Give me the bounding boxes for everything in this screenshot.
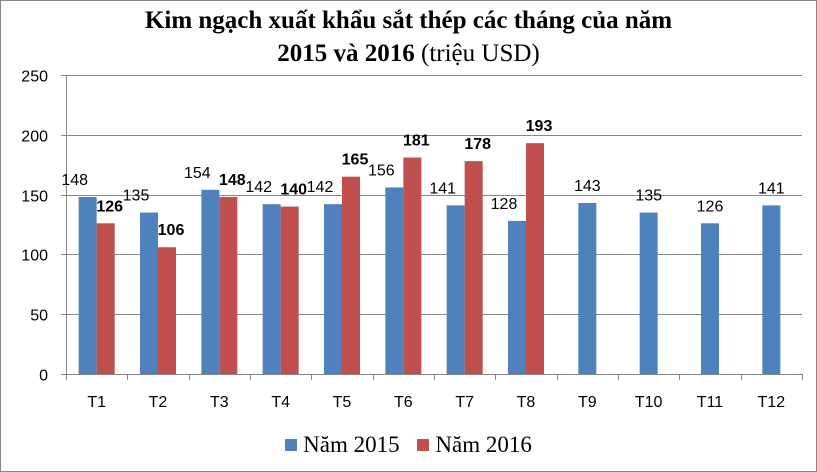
- x-tick-label: T6: [394, 394, 413, 411]
- y-tick-label: 50: [30, 308, 48, 325]
- x-tick-label: T3: [210, 394, 229, 411]
- data-label-2015: 141: [758, 180, 785, 197]
- chart-title-years: 2015 và 2016: [277, 40, 415, 67]
- bar-2015: [639, 212, 658, 374]
- data-label-2016: 178: [464, 136, 491, 153]
- y-tick-label: 0: [39, 368, 48, 385]
- x-tick-label: T2: [149, 394, 168, 411]
- data-label-2016: 165: [342, 152, 369, 169]
- legend: Năm 2015 Năm 2016: [0, 432, 817, 458]
- y-tick-label: 250: [21, 69, 48, 86]
- data-label-2015: 154: [184, 165, 211, 182]
- data-label-2016: 193: [526, 118, 553, 135]
- data-label-2015: 148: [61, 172, 88, 189]
- bar-2015: [385, 187, 404, 374]
- x-tick-label: T8: [517, 394, 536, 411]
- bar-2015: [701, 223, 719, 374]
- bar-2015: [78, 196, 97, 374]
- data-label-2015: 142: [245, 179, 272, 196]
- bar-2015: [578, 202, 597, 374]
- data-label-2016: 148: [219, 172, 246, 189]
- x-tick-label: T7: [455, 394, 474, 411]
- data-label-2015: 126: [697, 198, 724, 215]
- bar-2016: [96, 223, 115, 374]
- bar-2015: [324, 204, 342, 374]
- data-label-2016: 126: [96, 198, 123, 215]
- data-label-2015: 141: [429, 180, 456, 197]
- bar-2015: [446, 205, 465, 374]
- chart-title-line2: 2015 và 2016 (triệu USD): [0, 37, 817, 70]
- chart-title-unit: (triệu USD): [414, 40, 540, 67]
- legend-swatch-2015: [285, 439, 298, 451]
- y-tick-label: 200: [21, 129, 48, 146]
- bar-2015: [201, 189, 220, 374]
- legend-item-2016: Năm 2016: [417, 432, 532, 458]
- x-tick-label: T4: [271, 394, 290, 411]
- y-tick-label: 150: [21, 189, 48, 206]
- x-tick-label: T1: [87, 394, 106, 411]
- bar-2015: [140, 212, 158, 374]
- bar-2016: [526, 143, 544, 374]
- legend-label-2015: Năm 2015: [303, 432, 400, 457]
- bar-2016: [342, 176, 360, 374]
- legend-swatch-2016: [417, 439, 430, 451]
- data-label-2016: 140: [280, 182, 307, 199]
- data-label-2015: 135: [123, 188, 150, 205]
- bar-2015: [762, 205, 781, 374]
- data-label-2015: 135: [635, 188, 662, 205]
- x-tick-label: T11: [697, 394, 723, 411]
- chart-title: Kim ngạch xuất khẩu sắt thép các tháng c…: [0, 4, 817, 70]
- x-tick-label: T10: [635, 394, 663, 411]
- y-tick-label: 100: [21, 248, 48, 265]
- bar-2015: [508, 220, 526, 374]
- data-label-2015: 143: [574, 178, 601, 195]
- x-tick-label: T12: [758, 394, 786, 411]
- x-tick-label: T9: [578, 394, 597, 411]
- bar-2016: [158, 247, 176, 374]
- bar-2016: [464, 161, 483, 374]
- bar-2016: [280, 206, 299, 374]
- data-label-2015: 142: [307, 179, 334, 196]
- bar-2016: [219, 196, 238, 374]
- legend-label-2016: Năm 2016: [435, 432, 532, 457]
- bar-2016: [403, 157, 422, 374]
- chart-title-line1: Kim ngạch xuất khẩu sắt thép các tháng c…: [144, 7, 673, 34]
- x-tick-label: T5: [333, 394, 352, 411]
- data-label-2015: 156: [368, 162, 395, 179]
- legend-item-2015: Năm 2015: [285, 432, 400, 458]
- data-label-2016: 106: [158, 222, 185, 239]
- data-label-2015: 128: [491, 196, 518, 213]
- data-label-2016: 181: [403, 133, 430, 150]
- bar-2015: [262, 204, 281, 374]
